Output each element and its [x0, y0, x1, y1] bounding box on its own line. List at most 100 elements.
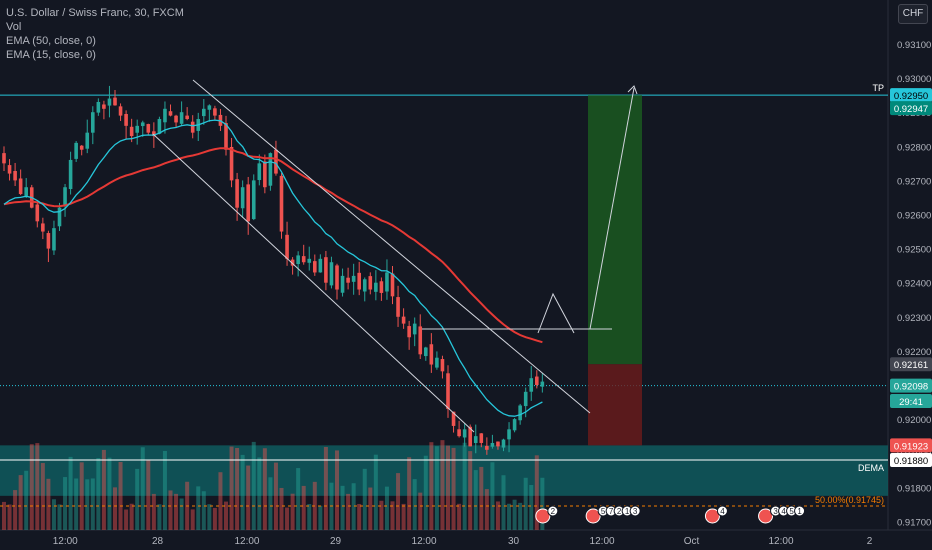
time-tick-label: 30 — [508, 536, 520, 547]
target-zone[interactable] — [588, 95, 642, 365]
candle-body — [46, 233, 51, 249]
time-tick-label: 2 — [867, 536, 873, 547]
candle-body — [462, 429, 467, 438]
volume-bar — [529, 484, 534, 530]
volume-bar — [429, 442, 434, 530]
event-count[interactable]: 7 — [609, 507, 614, 516]
candle-body — [118, 106, 123, 116]
legend-vol[interactable]: Vol — [6, 21, 22, 33]
volume-bar — [362, 468, 367, 530]
projection-zigzag[interactable] — [537, 292, 575, 334]
event-flag-icon[interactable] — [704, 508, 720, 524]
candle-body — [457, 429, 461, 437]
volume-bar — [401, 503, 406, 530]
candle-body — [390, 273, 395, 297]
volume-bar — [440, 440, 445, 530]
event-count-badge[interactable] — [547, 505, 559, 517]
volume-bar — [2, 501, 6, 530]
candle-body — [440, 359, 445, 372]
event-count[interactable]: 2 — [551, 507, 556, 516]
event-count-badge[interactable] — [794, 505, 806, 517]
candle-body — [18, 178, 23, 195]
volume-bar — [146, 460, 151, 530]
time-tick-label: 12:00 — [769, 536, 794, 547]
volume-bar — [262, 448, 267, 530]
candle-body — [374, 282, 378, 292]
event-flag-icon[interactable] — [758, 508, 774, 524]
candle-body — [324, 257, 328, 283]
candle-body — [468, 426, 472, 447]
volume-bar — [451, 447, 456, 530]
event-count[interactable]: 3 — [773, 507, 778, 516]
volume-bar — [140, 447, 145, 530]
time-tick-label: 12:00 — [590, 536, 615, 547]
event-count[interactable]: 3 — [633, 507, 638, 516]
volume-bar — [357, 503, 362, 530]
price-tick-label: 0.93100 — [897, 40, 931, 51]
tag-last-price: 0.92098 — [894, 382, 928, 393]
volume-bar — [457, 503, 462, 530]
currency-button[interactable]: CHF — [898, 4, 928, 24]
candle-body — [418, 326, 423, 355]
candle-body — [485, 445, 489, 450]
candle-body — [529, 378, 534, 392]
volume-bar — [495, 501, 500, 530]
candle-body — [379, 281, 384, 293]
event-count[interactable]: 4 — [781, 507, 786, 516]
event-count[interactable]: 2 — [617, 507, 622, 516]
volume-bar — [335, 450, 339, 530]
candle-body — [429, 344, 434, 365]
legend-ema15[interactable]: EMA (15, close, 0) — [6, 49, 96, 61]
volume-bar — [162, 450, 167, 530]
candle-body — [490, 442, 495, 447]
tag-dema-bg — [890, 453, 932, 468]
arrow-head[interactable] — [627, 85, 638, 95]
volume-bar — [518, 502, 523, 530]
event-count[interactable]: 1 — [625, 507, 630, 516]
tag-countdown: 29:41 — [899, 397, 923, 408]
event-count-badge[interactable] — [716, 505, 728, 517]
symbol-title[interactable]: U.S. Dollar / Swiss Franc, 30, FXCM — [6, 7, 184, 19]
channel-lower-line[interactable] — [152, 133, 475, 433]
event-flag-icon[interactable] — [535, 508, 551, 524]
candle-body — [24, 187, 28, 196]
volume-bar — [196, 486, 201, 530]
price-tick-label: 0.92200 — [897, 347, 931, 358]
candle-body — [263, 161, 267, 188]
price-tick-label: 0.92600 — [897, 211, 931, 222]
candle-body — [129, 126, 134, 137]
volume-bar — [540, 477, 545, 530]
support-zone-layer — [0, 445, 888, 496]
tp-label: TP — [872, 83, 884, 93]
volume-bar — [534, 455, 539, 530]
candle-body — [329, 262, 334, 286]
event-flag-icon[interactable] — [585, 508, 601, 524]
volume-bar — [340, 485, 345, 530]
volume-bar — [168, 490, 173, 530]
candle-body — [224, 123, 228, 150]
event-count-badge[interactable] — [629, 505, 641, 517]
event-count[interactable]: 4 — [720, 507, 725, 516]
candle-body — [63, 187, 67, 205]
volume-bar — [157, 504, 162, 530]
event-count[interactable]: 5 — [601, 507, 606, 516]
projection-arrow[interactable] — [589, 87, 635, 330]
legend-ema50[interactable]: EMA (50, close, 0) — [6, 35, 96, 47]
volume-bar — [418, 492, 423, 530]
event-count[interactable]: 1 — [797, 507, 802, 516]
stop-zone[interactable] — [588, 364, 642, 446]
channel-upper-line[interactable] — [192, 79, 591, 414]
volume-bar — [473, 470, 478, 530]
tag-tp-bg — [890, 88, 932, 103]
tag-ema: 0.92947 — [894, 104, 928, 115]
volume-bar — [79, 462, 84, 530]
volume-bar — [13, 490, 18, 530]
tag-entry: 0.92161 — [894, 360, 928, 371]
candle-body — [35, 204, 40, 222]
candle-body — [91, 112, 95, 133]
long-position-tool[interactable] — [588, 95, 642, 446]
drawings[interactable] — [152, 79, 638, 433]
event-count[interactable]: 5 — [789, 507, 794, 516]
